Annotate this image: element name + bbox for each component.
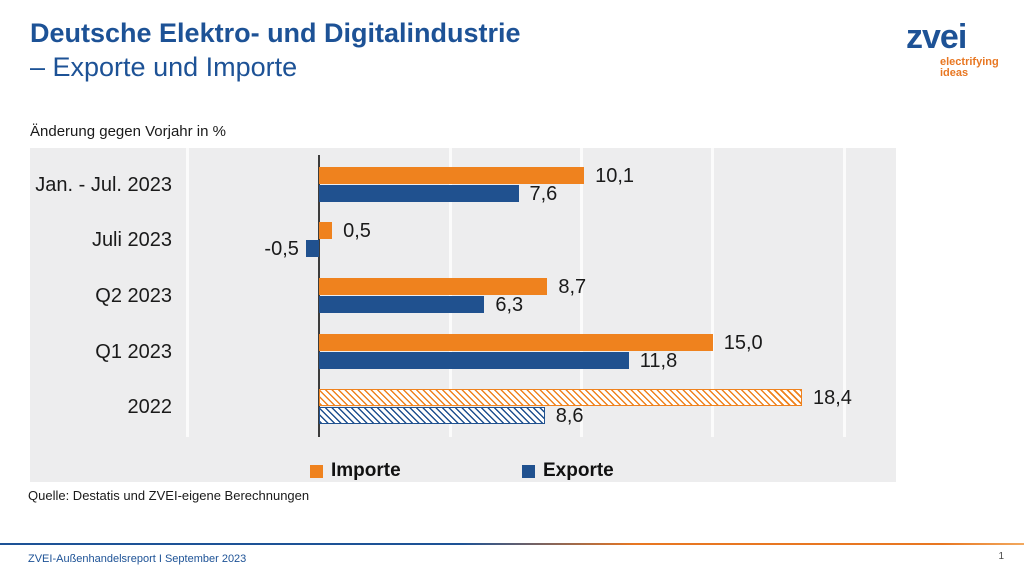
legend-item-exporte: Exporte xyxy=(522,460,614,482)
value-label-exporte-2: 6,3 xyxy=(495,293,524,316)
bar-exporte-0 xyxy=(319,185,519,202)
zvei-logo-wordmark: zvei xyxy=(906,18,967,56)
zvei-logo-tagline: electrifying ideas xyxy=(940,57,999,79)
bar-exporte-2 xyxy=(319,296,485,313)
page-title: Deutsche Elektro- und Digitalindustrie –… xyxy=(30,16,521,84)
value-label-importe-4: 18,4 xyxy=(813,386,852,409)
legend-label-importe: Importe xyxy=(331,460,401,481)
category-label-4: 2022 xyxy=(127,396,173,418)
chart-legend: Importe Exporte xyxy=(30,460,896,482)
bar-exporte-3 xyxy=(319,352,629,369)
category-label-3: Q1 2023 xyxy=(95,341,172,363)
bar-chart: Importe Exporte Jan. - Jul. 2023 10,1 7,6 J… xyxy=(30,148,896,482)
chart-title: Änderung gegen Vorjahr in % xyxy=(30,123,226,140)
category-label-2: Q2 2023 xyxy=(95,285,172,307)
category-label-1: Juli 2023 xyxy=(91,229,172,251)
category-label-0: Jan. - Jul. 2023 xyxy=(35,174,172,196)
value-label-exporte-3: 11,8 xyxy=(639,349,678,372)
bar-exporte-1 xyxy=(305,240,319,257)
bar-importe-1 xyxy=(319,222,333,239)
legend-label-exporte: Exporte xyxy=(543,460,614,481)
footer-report-title: ZVEI-Außenhandelsreport I September 2023 xyxy=(28,553,247,565)
value-label-importe-3: 15,0 xyxy=(723,331,763,354)
value-label-importe-1: 0,5 xyxy=(343,219,371,242)
bar-importe-3 xyxy=(319,334,713,351)
title-line-2: – Exporte und Importe xyxy=(30,52,298,82)
gridline-20 xyxy=(842,148,846,437)
bar-exporte-4 xyxy=(319,407,545,424)
value-label-importe-2: 8,7 xyxy=(558,275,587,298)
importe-swatch-icon xyxy=(310,464,323,478)
value-label-importe-0: 10,1 xyxy=(595,164,635,187)
gridline--5 xyxy=(186,148,190,437)
title-line-1: Deutsche Elektro- und Digitalindustrie xyxy=(30,18,521,48)
footer-page-number: 1 xyxy=(998,551,1004,562)
zvei-tagline-line-2: ideas xyxy=(940,67,969,79)
exporte-swatch-icon xyxy=(522,464,535,478)
bar-importe-2 xyxy=(319,278,548,295)
footer-rule xyxy=(0,543,1024,545)
legend-item-importe: Importe xyxy=(310,460,401,482)
source-note: Quelle: Destatis und ZVEI-eigene Berechn… xyxy=(28,488,310,503)
zvei-tagline-line-1: electrifying xyxy=(940,56,999,68)
zvei-logo: zvei electrifying ideas xyxy=(906,18,999,79)
gridline-15 xyxy=(711,148,715,437)
gridline-10 xyxy=(580,148,583,437)
value-label-exporte-4: 8,6 xyxy=(555,404,584,427)
bar-importe-4 xyxy=(319,389,802,406)
value-label-exporte-1: -0,5 xyxy=(264,237,299,260)
value-label-exporte-0: 7,6 xyxy=(529,182,558,205)
bar-importe-0 xyxy=(319,167,585,184)
